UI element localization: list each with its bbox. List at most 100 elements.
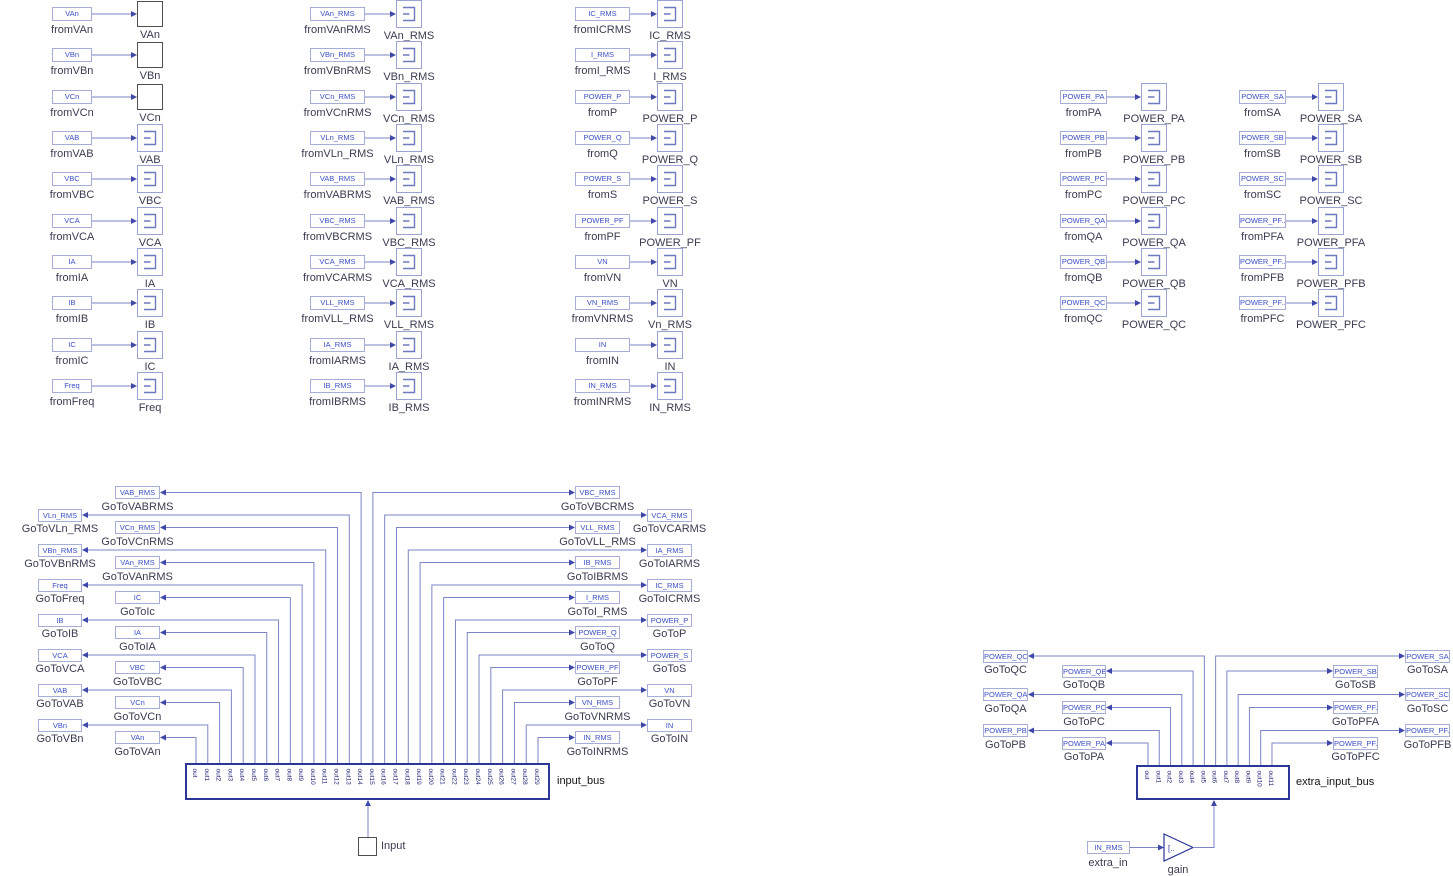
goto-tag[interactable]: VCn_RMS [115,521,160,534]
scope-block[interactable] [396,41,422,69]
scope-block[interactable] [657,289,683,317]
terminal-block[interactable] [137,42,163,68]
from-tag[interactable]: VBC_RMS [310,214,365,228]
goto-tag[interactable]: POWER_SC [1405,688,1450,701]
goto-tag[interactable]: POWER_PF.. [1333,701,1378,714]
from-tag[interactable]: I_RMS [575,48,630,62]
from-tag[interactable]: POWER_SC [1239,172,1286,186]
from-tag[interactable]: IN [575,338,630,352]
goto-tag[interactable]: VCA_RMS [647,508,692,522]
scope-block[interactable] [396,83,422,111]
extra-input-bus-block[interactable] [1136,765,1290,800]
scope-block[interactable] [657,165,683,193]
scope-block[interactable] [657,83,683,111]
scope-block[interactable] [137,207,163,235]
from-tag[interactable]: POWER_PF.. [1239,214,1286,228]
scope-block[interactable] [1318,289,1344,317]
from-tag[interactable]: POWER_SA [1239,90,1286,104]
scope-block[interactable] [137,248,163,276]
terminal-block[interactable] [137,84,163,110]
scope-block[interactable] [396,0,422,28]
scope-block[interactable] [1318,124,1344,152]
from-tag[interactable]: POWER_PF [575,214,630,228]
goto-tag[interactable]: VBC [115,661,160,674]
from-tag[interactable]: VBC [52,172,92,186]
scope-block[interactable] [137,331,163,359]
scope-block[interactable] [1318,165,1344,193]
scope-block[interactable] [396,124,422,152]
scope-block[interactable] [137,372,163,400]
goto-tag[interactable]: IC [115,591,160,604]
goto-tag[interactable]: I_RMS [575,591,620,604]
from-tag[interactable]: IA [52,255,92,269]
from-tag[interactable]: Freq [52,379,92,393]
goto-tag[interactable]: VBC_RMS [575,486,620,499]
from-tag[interactable]: POWER_QC [1060,296,1107,310]
from-tag[interactable]: IC_RMS [575,7,630,21]
goto-tag[interactable]: POWER_Q [575,626,620,639]
goto-tag[interactable]: VAB_RMS [115,486,160,499]
goto-tag[interactable]: POWER_PF.. [1405,724,1450,737]
scope-block[interactable] [1141,248,1167,276]
goto-tag[interactable]: IA_RMS [647,543,692,557]
goto-tag[interactable]: VLn_RMS [38,508,82,522]
scope-block[interactable] [1141,207,1167,235]
from-tag[interactable]: VLn_RMS [310,131,365,145]
goto-tag[interactable]: VCn [115,696,160,709]
goto-tag[interactable]: POWER_PF [575,661,620,674]
goto-tag[interactable]: IC_RMS [647,578,692,592]
goto-tag[interactable]: VN [647,683,692,697]
from-tag[interactable]: VCA [52,214,92,228]
scope-block[interactable] [657,0,683,28]
goto-tag[interactable]: POWER_PA [1062,736,1106,750]
from-tag[interactable]: IN_RMS [575,379,630,393]
goto-tag[interactable]: IN_RMS [575,731,620,744]
from-tag[interactable]: POWER_P [575,90,630,104]
scope-block[interactable] [396,372,422,400]
from-tag[interactable]: POWER_PA [1060,90,1107,104]
from-tag[interactable]: POWER_PF.. [1239,296,1286,310]
from-tag[interactable]: VCA_RMS [310,255,365,269]
from-tag[interactable]: VBn_RMS [310,48,365,62]
goto-tag[interactable]: IA [115,626,160,639]
scope-block[interactable] [396,248,422,276]
from-tag[interactable]: IC [52,338,92,352]
goto-tag[interactable]: VCA [38,648,82,662]
goto-tag[interactable]: POWER_S [647,648,692,662]
scope-block[interactable] [657,124,683,152]
goto-tag[interactable]: IN [647,718,692,732]
goto-tag[interactable]: POWER_QB [1062,664,1106,678]
scope-block[interactable] [1141,124,1167,152]
scope-block[interactable] [137,124,163,152]
scope-block[interactable] [396,165,422,193]
goto-tag[interactable]: IB_RMS [575,556,620,569]
from-tag[interactable]: VAB_RMS [310,172,365,186]
goto-tag[interactable]: POWER_PF.. [1333,736,1378,750]
goto-tag[interactable]: VBn [38,718,82,732]
from-tag[interactable]: VN_RMS [575,296,630,310]
from-tag[interactable]: VN [575,255,630,269]
scope-block[interactable] [137,289,163,317]
from-tag[interactable]: VLL_RMS [310,296,365,310]
goto-tag[interactable]: VAn_RMS [115,556,160,569]
input-bus-block[interactable] [185,763,550,800]
scope-block[interactable] [396,289,422,317]
from-tag[interactable]: IB_RMS [310,379,365,393]
goto-tag[interactable]: IB [38,613,82,627]
scope-block[interactable] [657,207,683,235]
goto-tag[interactable]: POWER_QC [983,649,1028,663]
from-tag[interactable]: IA_RMS [310,338,365,352]
from-tag[interactable]: POWER_QA [1060,214,1107,228]
goto-tag[interactable]: VAn [115,731,160,744]
from-tag[interactable]: VAB [52,131,92,145]
scope-block[interactable] [396,207,422,235]
from-tag[interactable]: POWER_Q [575,131,630,145]
from-tag[interactable]: POWER_PC [1060,172,1107,186]
from-tag[interactable]: VBn [52,48,92,62]
goto-tag[interactable]: POWER_PC [1062,701,1106,714]
from-tag[interactable]: POWER_SB [1239,131,1286,145]
scope-block[interactable] [137,165,163,193]
from-tag[interactable]: VAn_RMS [310,7,365,21]
goto-tag[interactable]: VLL_RMS [575,521,620,534]
goto-tag[interactable]: VAB [38,683,82,697]
